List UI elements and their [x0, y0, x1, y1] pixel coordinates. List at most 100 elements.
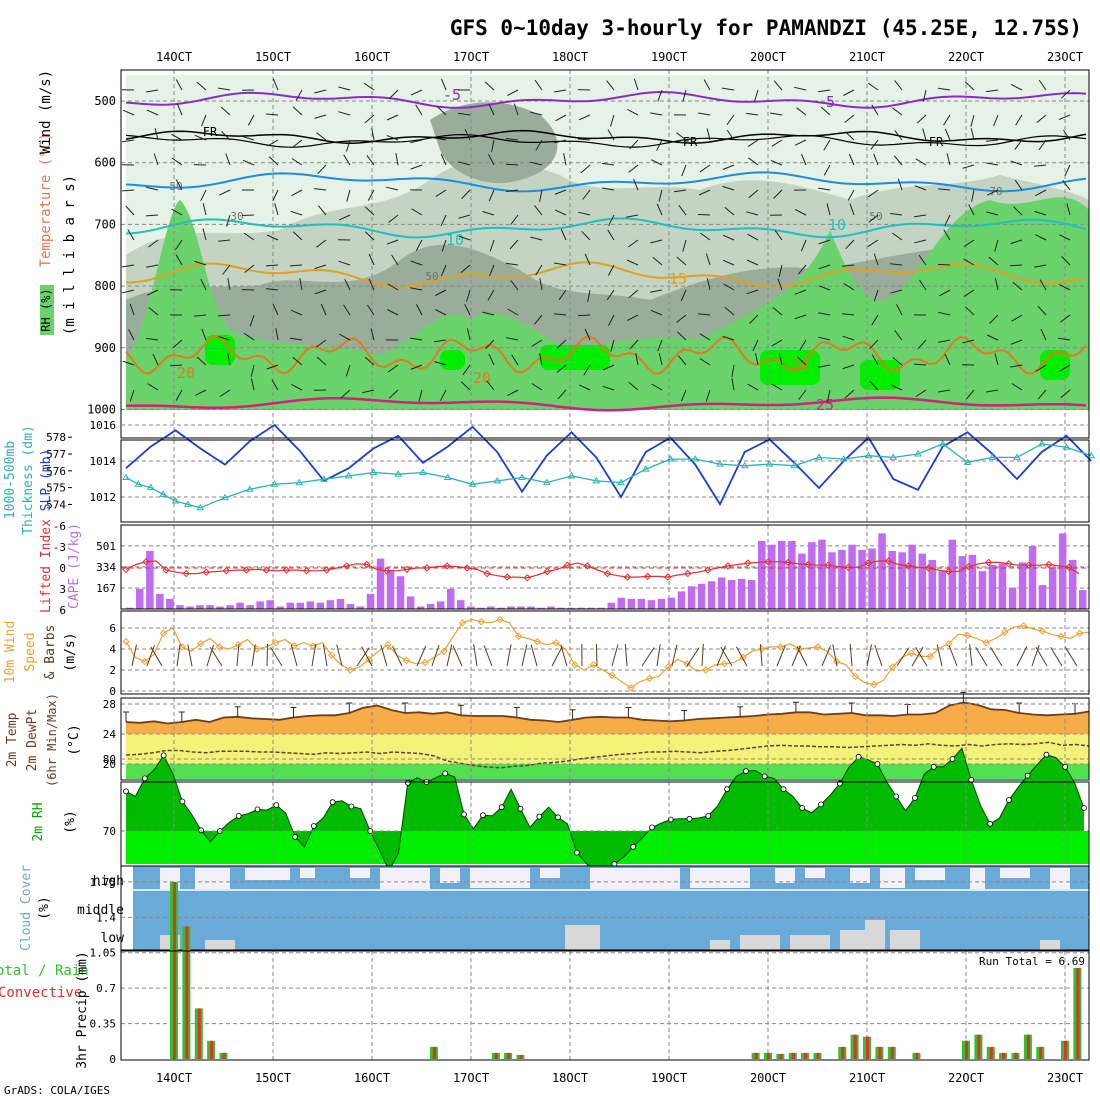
wind-barb	[440, 153, 447, 166]
wind-barb	[697, 214, 711, 216]
wind-barb	[316, 339, 327, 348]
wind-barb	[1064, 164, 1071, 177]
wind-barb	[867, 189, 879, 198]
wind-barb	[650, 289, 663, 293]
wind-barb	[272, 78, 279, 91]
x-label-bottom-2: 16OCT	[354, 1071, 390, 1085]
li-point-54	[663, 573, 672, 581]
wind-barb	[581, 230, 591, 241]
li-point-20	[322, 566, 331, 574]
wind-barb	[318, 205, 327, 216]
li-point-56	[684, 569, 692, 578]
wind-point-78	[851, 672, 860, 681]
cloud-low-7	[865, 920, 885, 950]
wind-barb	[578, 384, 591, 391]
precip-legend-conv: Convective	[0, 985, 82, 1001]
wind-barb	[964, 81, 975, 91]
wind-barb	[539, 189, 543, 202]
precip-tick-0: 1.75	[90, 876, 117, 889]
wind-barb	[698, 313, 711, 316]
wind-point-62	[701, 666, 710, 674]
wind-barb	[387, 364, 399, 373]
cloud-clear-high-16	[970, 868, 985, 889]
wind-barb	[894, 330, 903, 341]
wind-barb	[364, 356, 375, 366]
wind-barb	[938, 87, 951, 91]
cloud-clear-high-2	[245, 868, 290, 880]
wind-barb	[892, 357, 903, 366]
wind-barb	[938, 389, 951, 393]
precip-conv-bar-34	[1076, 967, 1080, 1059]
thickness-point-37	[963, 458, 972, 465]
wind-barb	[466, 328, 471, 341]
wind10-barb-27	[530, 644, 538, 667]
wind-tick-0: 0	[109, 685, 116, 698]
run-total-label: Run Total = 6.69	[979, 955, 1085, 968]
wind-barb	[724, 206, 735, 216]
wind-barb	[656, 203, 663, 216]
wind-barb	[410, 337, 423, 341]
wind-point-22	[327, 651, 336, 660]
rh-point-16	[273, 802, 280, 808]
wind-barb	[460, 264, 471, 274]
cape-bar-27	[396, 576, 405, 609]
wind-barb	[918, 254, 927, 266]
wind-barb	[986, 162, 999, 166]
wind-barb	[682, 89, 687, 102]
wind-barb	[458, 112, 471, 116]
wind-barb	[986, 211, 999, 216]
wind-barb	[462, 364, 471, 376]
wind10-barb-22	[452, 645, 463, 667]
x-label-top-0: 14OCT	[156, 50, 192, 64]
wind-barb	[202, 203, 207, 216]
wind-barb	[195, 389, 207, 396]
wind10-barb-48	[849, 644, 853, 667]
wind-barb	[916, 114, 927, 124]
below-ground-area	[121, 410, 1089, 438]
wind-barb	[148, 307, 159, 316]
thick-tick-3: 575	[46, 482, 66, 495]
wind10-barb-43	[776, 645, 786, 667]
x-label-bottom-9: 23OCT	[1047, 1071, 1083, 1085]
wind-barb	[291, 158, 303, 166]
wind-barb	[1012, 281, 1023, 291]
wind-point-68	[758, 645, 766, 653]
temp-tick-1: 24	[103, 728, 117, 741]
cape-bar-11	[236, 602, 244, 609]
wind-barb	[272, 189, 279, 202]
wind-point-86	[926, 652, 934, 661]
rh-point-98	[1043, 751, 1050, 758]
cape-bar-93	[1058, 533, 1067, 609]
wind-barb	[917, 339, 927, 350]
wind10-barb-36	[671, 644, 678, 667]
rh-point-68	[761, 773, 768, 780]
rh-point-44	[536, 813, 543, 820]
wind-barb	[507, 89, 519, 96]
precip-ylabel: 3hr Precip (mm)	[75, 951, 90, 1068]
rh-point-66	[743, 768, 749, 775]
wind-barb	[488, 189, 495, 202]
wind-barb	[657, 339, 663, 352]
rh-point-96	[1024, 772, 1031, 779]
wind-point-46	[552, 638, 560, 647]
wind10-barb-10	[270, 646, 283, 667]
temp-line	[125, 701, 1090, 725]
cape-bar-57	[697, 583, 706, 609]
wind-barb	[1039, 279, 1047, 291]
wind-barb	[818, 312, 831, 316]
wind-barb	[292, 139, 303, 148]
profile-ylabel-temp: Temperature (°C)	[38, 133, 54, 268]
wind-barb	[364, 231, 375, 241]
wind-barb	[682, 239, 687, 252]
wind-barb	[629, 339, 639, 350]
wind-barb	[368, 278, 375, 291]
wind-barb	[635, 353, 639, 366]
wind-barb	[345, 364, 351, 377]
precip-conv-bar-2	[197, 1008, 201, 1059]
wind-barb	[530, 161, 543, 166]
wind-ylabel-4: (m/s)	[63, 632, 78, 671]
cape-bar-44	[567, 607, 575, 609]
wind-barb	[722, 259, 735, 266]
li-ylabel: Lifted Index	[39, 519, 54, 613]
wind10-barb-50	[874, 645, 883, 667]
